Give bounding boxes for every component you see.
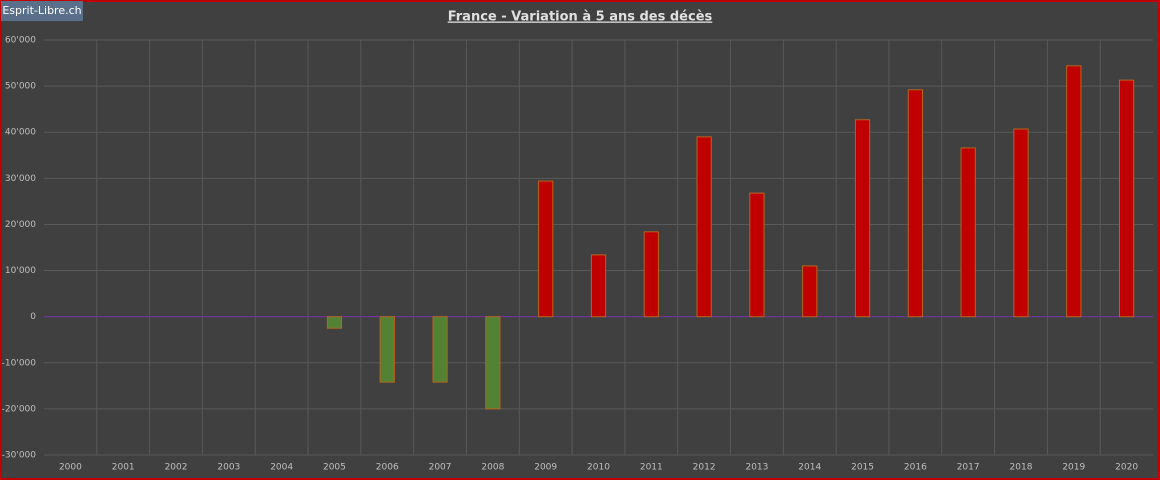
chart-title: France - Variation à 5 ans des décès <box>448 10 713 25</box>
x-tick-label: 2001 <box>112 463 135 473</box>
x-tick-label: 2016 <box>904 463 927 473</box>
y-tick-label: -30'000 <box>2 451 37 461</box>
bar <box>960 147 976 318</box>
x-tick-label: 2013 <box>745 463 768 473</box>
bar <box>1066 65 1082 318</box>
x-tick-label: 2019 <box>1062 463 1085 473</box>
bar <box>802 265 818 318</box>
x-tick-label: 2020 <box>1115 463 1138 473</box>
x-tick-label: 2014 <box>798 463 821 473</box>
y-tick-label: -20'000 <box>2 404 37 414</box>
x-tick-label: 2006 <box>376 463 399 473</box>
bar <box>485 316 501 410</box>
bar <box>379 316 395 383</box>
bar <box>1118 79 1135 318</box>
x-tick-label: 2000 <box>59 463 82 473</box>
bar <box>749 192 765 318</box>
y-tick-label: 20'000 <box>5 220 36 230</box>
x-tick-label: 2009 <box>534 463 557 473</box>
x-tick-label: 2015 <box>851 463 874 473</box>
x-tick-label: 2005 <box>323 463 346 473</box>
bar <box>696 136 712 318</box>
y-tick-label: 30'000 <box>5 174 36 184</box>
bar <box>538 180 554 318</box>
y-tick-label: -10'000 <box>2 358 37 368</box>
y-tick-label: 50'000 <box>5 82 36 92</box>
watermark: Esprit-Libre.ch <box>2 4 81 17</box>
bar <box>854 119 871 318</box>
y-tick-label: 40'000 <box>5 128 36 138</box>
bar <box>643 231 659 318</box>
x-tick-label: 2018 <box>1010 463 1033 473</box>
watermark-box <box>1 1 83 21</box>
bar <box>907 89 923 318</box>
x-tick-label: 2004 <box>270 463 293 473</box>
y-tick-label: 0 <box>30 312 36 322</box>
x-tick-label: 2011 <box>640 463 663 473</box>
x-tick-label: 2012 <box>693 463 716 473</box>
bar <box>1013 128 1029 318</box>
x-tick-label: 2002 <box>165 463 188 473</box>
bar <box>326 316 343 329</box>
x-tick-label: 2003 <box>217 463 240 473</box>
x-tick-label: 2010 <box>587 463 610 473</box>
y-tick-label: 10'000 <box>5 266 36 276</box>
y-tick-label: 60'000 <box>5 36 36 46</box>
x-tick-label: 2017 <box>957 463 980 473</box>
x-tick-label: 2007 <box>429 463 452 473</box>
x-tick-label: 2008 <box>481 463 504 473</box>
bar <box>432 316 448 383</box>
bar <box>590 254 607 318</box>
